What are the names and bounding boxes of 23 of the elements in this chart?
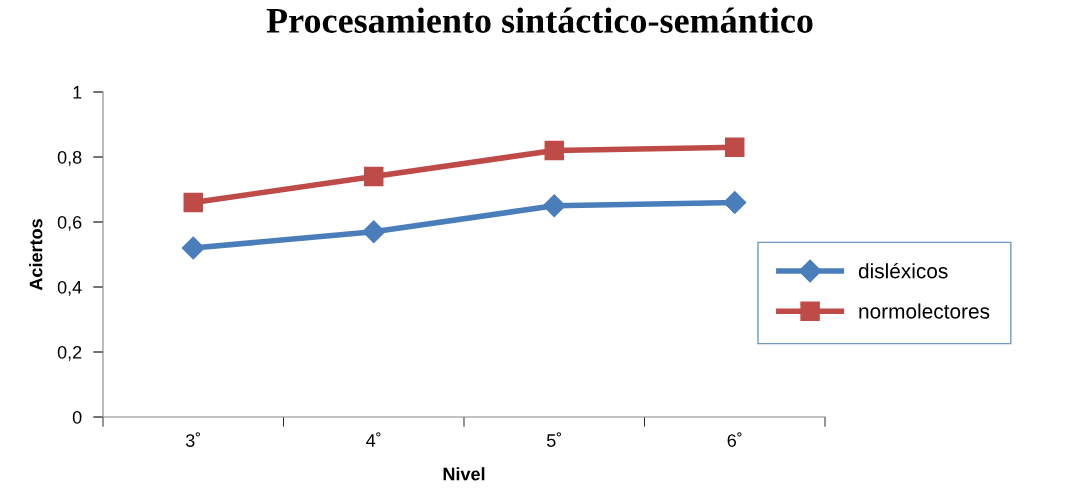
y-tick-label: 0,4	[57, 280, 82, 296]
chart-title: Procesamiento sintáctico-semántico	[266, 7, 813, 33]
point	[183, 192, 203, 213]
y-tick-label: 1	[73, 86, 82, 99]
point	[181, 236, 205, 260]
point	[362, 220, 386, 244]
y-tick-label: 0	[72, 410, 82, 424]
point	[725, 137, 745, 157]
x-tick-label: 5˚	[546, 432, 561, 447]
y-tick-label: 0,8	[57, 150, 82, 166]
y-tick-label: 0,6	[57, 215, 82, 231]
point	[544, 140, 564, 161]
point	[364, 166, 384, 187]
legend-label: disléxicos	[858, 262, 948, 279]
x-tick-label: 4˚	[366, 432, 381, 447]
point	[723, 191, 747, 214]
x-tick-label: 6˚	[727, 432, 742, 447]
y-axis-title: Aciertos	[29, 219, 43, 291]
y-tick-label: 0,2	[57, 345, 82, 361]
x-axis-title: Nivel	[443, 467, 485, 481]
legend-label: normolectores	[859, 303, 990, 319]
x-tick-label: 3˚	[185, 432, 200, 447]
point	[542, 194, 566, 218]
